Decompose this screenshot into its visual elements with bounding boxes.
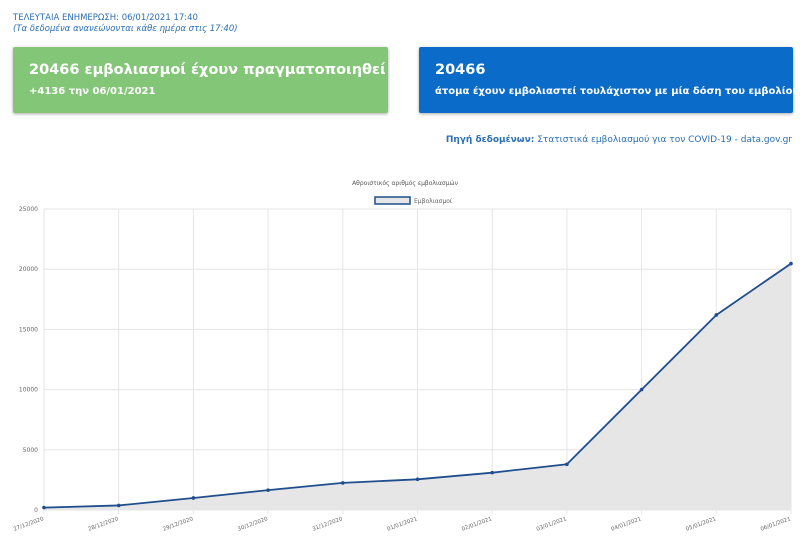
data-point[interactable] <box>191 496 196 500</box>
legend-label[interactable]: Εμβολιασμοί <box>414 198 452 205</box>
total-vaccinations-card: 20466 εμβολιασμοί έχουν πραγματοποιηθεί … <box>13 47 388 113</box>
data-source: Πηγή δεδομένων: Στατιστικά εμβολιασμού γ… <box>446 135 792 145</box>
x-tick-label: 29/12/2020 <box>162 516 194 533</box>
y-tick-label: 15000 <box>19 326 38 333</box>
data-source-label: Πηγή δεδομένων: <box>445 135 535 145</box>
people-vaccinated-count: 20466 <box>435 62 486 78</box>
legend-swatch[interactable] <box>374 196 411 205</box>
people-vaccinated-card: 20466 άτομα έχουν εμβολιαστεί τουλάχιστο… <box>419 47 800 113</box>
data-point[interactable] <box>789 261 793 266</box>
y-tick-label: 0 <box>34 507 38 514</box>
x-tick-label: 04/01/2021 <box>610 516 642 532</box>
x-tick-label: 28/12/2020 <box>88 516 120 533</box>
data-source-link[interactable]: Στατιστικά εμβολιασμού για τον COVID-19 … <box>537 135 792 145</box>
x-tick-label: 27/12/2020 <box>13 516 45 533</box>
data-point[interactable] <box>116 503 121 508</box>
plot-area <box>42 261 793 510</box>
chart-title: Αθροιστικός αριθμός εμβολιασμών <box>352 180 458 187</box>
data-point[interactable] <box>266 488 270 492</box>
data-point[interactable] <box>565 462 569 467</box>
data-point[interactable] <box>42 505 46 510</box>
series-area <box>44 263 791 510</box>
people-vaccinated-description: άτομα έχουν εμβολιαστεί τουλάχιστον με μ… <box>435 86 800 97</box>
data-point[interactable] <box>341 481 345 485</box>
data-point[interactable] <box>490 470 495 475</box>
daily-increase-text: +4136 την 06/01/2021 <box>29 86 156 97</box>
y-tick-label: 20000 <box>19 266 38 273</box>
x-tick-label: 06/01/2021 <box>760 516 792 532</box>
x-axis: 27/12/2020 28/12/2020 29/12/2020 30/12/2020… <box>13 516 792 533</box>
chart-legend[interactable]: Εμβολιασμοί <box>374 196 452 205</box>
x-tick-label: 01/01/2021 <box>386 516 418 532</box>
x-tick-label: 02/01/2021 <box>461 516 493 532</box>
data-point[interactable] <box>714 313 719 317</box>
y-axis: 0 5000 10000 15000 20000 25000 <box>19 206 38 514</box>
y-tick-label: 10000 <box>19 387 38 394</box>
x-tick-label: 05/01/2021 <box>685 516 717 532</box>
x-tick-label: 03/01/2021 <box>536 516 568 532</box>
last-update-text: ΤΕΛΕΥΤΑΙΑ ΕΝΗΜΕΡΩΣΗ: 06/01/2021 17:40 <box>13 13 198 23</box>
x-tick-label: 31/12/2020 <box>312 516 344 533</box>
data-point[interactable] <box>415 477 420 482</box>
vaccinations-chart: Αθροιστικός αριθμός εμβολιασμών Εμβολιασ… <box>13 180 793 533</box>
total-vaccinations-headline: 20466 εμβολιασμοί έχουν πραγματοποιηθεί <box>29 62 386 78</box>
data-point[interactable] <box>639 387 644 392</box>
y-tick-label: 25000 <box>19 206 38 213</box>
x-tick-label: 30/12/2020 <box>237 516 269 533</box>
y-tick-label: 5000 <box>23 447 38 454</box>
update-frequency-note: (Τα δεδομένα ανανεώνονται κάθε ημέρα στι… <box>13 24 238 34</box>
last-update-block: ΤΕΛΕΥΤΑΙΑ ΕΝΗΜΕΡΩΣΗ: 06/01/2021 17:40 (Τ… <box>13 13 238 35</box>
